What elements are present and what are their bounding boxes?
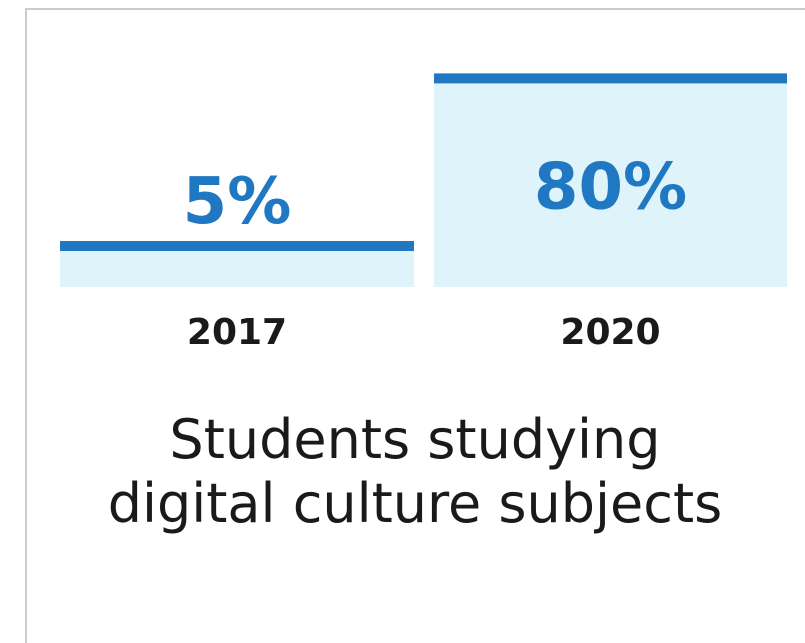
bars-layer (60, 73, 787, 288)
category-label-2017: 2017 (187, 312, 287, 353)
bar-chart: 5% 2017 80% 2020 (60, 73, 787, 353)
value-label-2020: 80% (534, 150, 687, 224)
category-label-2020: 2020 (560, 312, 660, 353)
caption-line-2: digital culture subjects (107, 472, 723, 535)
bar-top-line-2020 (434, 73, 787, 84)
value-label-2017: 5% (183, 165, 292, 239)
chart-caption: Students studying digital culture subjec… (25, 408, 805, 536)
bar-2020 (434, 73, 787, 288)
labels-layer: 5% 2017 80% 2020 (183, 150, 687, 353)
caption-line-1: Students studying (169, 408, 661, 471)
bar-top-line-2017 (60, 241, 414, 251)
